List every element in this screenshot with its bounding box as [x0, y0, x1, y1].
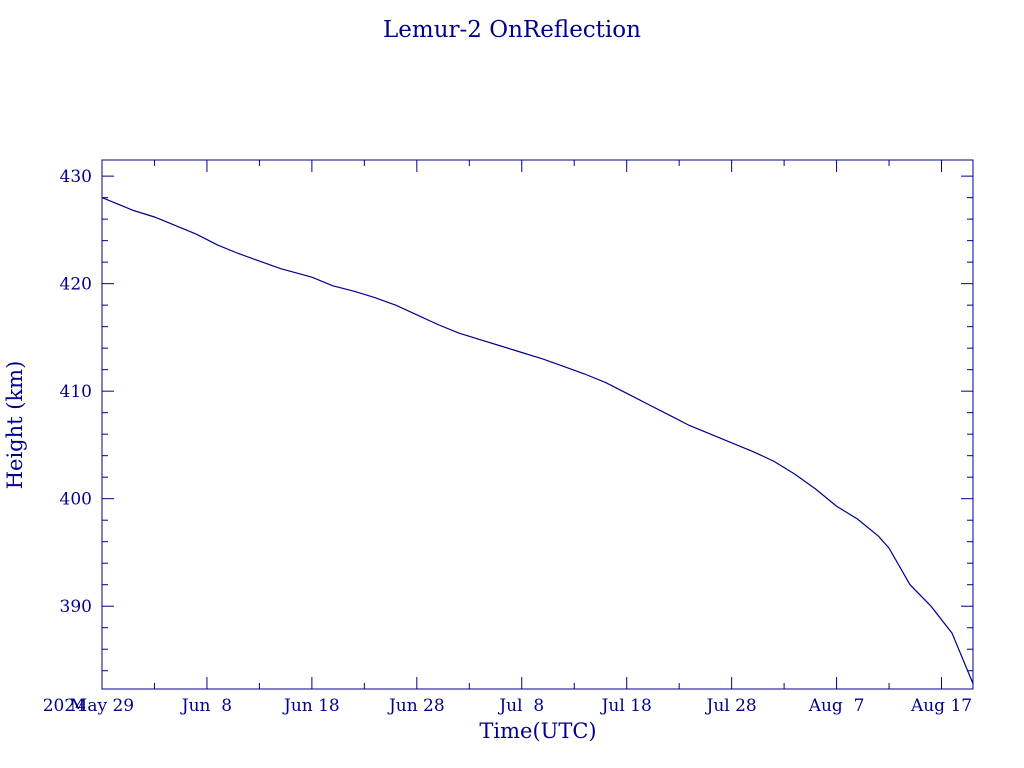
y-axis-label: Height (km) — [3, 361, 27, 490]
y-tick-label: 390 — [60, 597, 92, 617]
x-tick-label: Jun 18 — [282, 696, 340, 716]
x-tick-label: Jun 8 — [180, 696, 232, 716]
y-tick-label: 420 — [60, 275, 92, 295]
x-axis-start-year-label: 2024 — [43, 696, 86, 716]
x-tick-label: Aug 17 — [910, 696, 972, 716]
chart-title: Lemur-2 OnReflection — [383, 17, 641, 43]
x-tick-label: Jun 28 — [387, 696, 445, 716]
y-tick-label: 410 — [60, 382, 92, 402]
y-tick-label: 430 — [60, 167, 92, 187]
series-line-height — [101, 197, 974, 684]
y-tick-label: 400 — [60, 490, 92, 510]
x-tick-label: Jul 18 — [600, 696, 652, 716]
x-tick-label: Jul 8 — [497, 696, 544, 716]
x-tick-label: Jul 28 — [705, 696, 757, 716]
y-axis-ticks — [102, 175, 973, 672]
plot-frame — [101, 159, 974, 690]
x-tick-label: May 29 — [70, 696, 134, 716]
x-axis-label: Time(UTC) — [479, 719, 596, 743]
x-tick-label: Aug 7 — [808, 696, 865, 716]
y-axis-tick-labels: 390 400 410 420 430 — [60, 167, 92, 617]
x-axis-tick-labels: May 29 Jun 8 Jun 18 Jun 28 Jul 8 Jul 18 Jul 28… — [70, 696, 972, 716]
x-axis-ticks — [101, 160, 943, 689]
